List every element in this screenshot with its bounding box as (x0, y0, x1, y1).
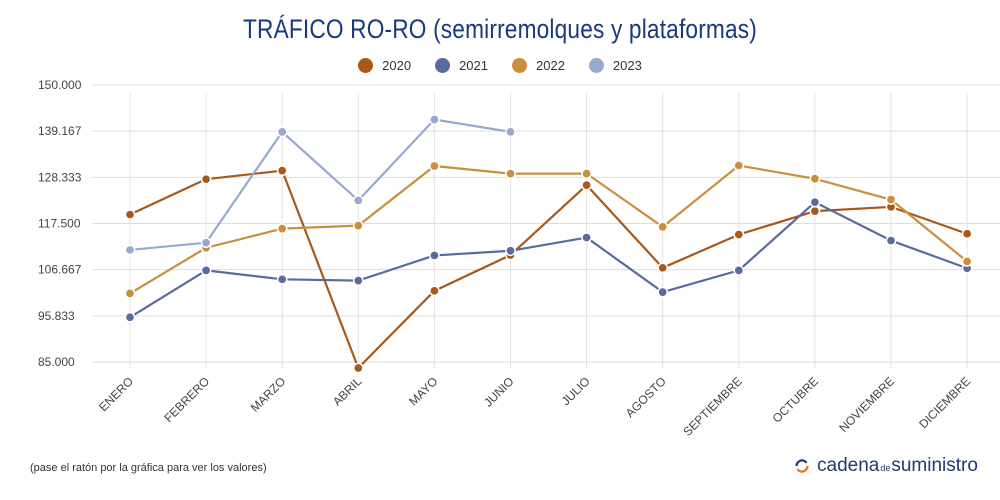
data-point-2023[interactable] (352, 195, 364, 206)
series-line-2023 (129, 118, 511, 252)
data-point-2022[interactable] (809, 173, 821, 185)
data-point-2021[interactable] (581, 232, 592, 243)
brand-text-de: de (880, 463, 891, 473)
legend-swatch-2022 (512, 58, 527, 73)
data-point-2021[interactable] (885, 235, 897, 246)
x-tick-label: ABRIL (330, 374, 365, 409)
y-tick-label: 150.000 (38, 78, 82, 92)
data-point-2021[interactable] (429, 250, 440, 261)
legend-item-2020[interactable]: 2020 (358, 58, 411, 73)
legend-label-2021: 2021 (459, 58, 488, 73)
series-line-2022 (129, 164, 968, 295)
data-point-2022[interactable] (505, 168, 516, 179)
y-tick-label: 106.667 (38, 263, 82, 277)
legend-label-2023: 2023 (612, 58, 642, 73)
x-tick-label: AGOSTO (623, 374, 669, 420)
data-point-2022[interactable] (733, 160, 745, 171)
data-point-2020[interactable] (961, 228, 973, 240)
data-point-2023[interactable] (200, 237, 212, 249)
data-point-2023[interactable] (429, 114, 440, 125)
data-point-2022[interactable] (124, 288, 136, 299)
x-tick-label: FEBRERO (161, 374, 212, 425)
data-point-2020[interactable] (352, 362, 364, 374)
y-tick-label: 85.000 (38, 355, 75, 369)
legend-item-2022[interactable]: 2022 (512, 58, 565, 73)
x-tick-label: OCTUBRE (770, 374, 821, 425)
legend-swatch-2020 (358, 58, 374, 73)
y-tick-label: 128.333 (38, 170, 82, 184)
brand-text-suministro: suministro (891, 455, 978, 476)
x-tick-label: MAYO (406, 374, 440, 408)
data-point-2020[interactable] (429, 285, 440, 297)
data-point-2020[interactable] (276, 165, 288, 177)
brand-logo: cadena de suministro (793, 455, 978, 477)
data-point-2022[interactable] (352, 220, 364, 231)
data-point-2022[interactable] (581, 168, 592, 179)
x-tick-label: JUNIO (481, 374, 516, 409)
legend-swatch-2023 (588, 58, 604, 73)
x-tick-label: MARZO (248, 374, 289, 415)
hover-hint: (pase el ratón por la gráfica para ver l… (30, 462, 267, 474)
y-tick-label: 139.167 (38, 124, 82, 138)
x-tick-label: NOVIEMBRE (836, 374, 897, 435)
series-line-2021 (129, 201, 968, 319)
y-tick-label: 95.833 (38, 309, 75, 323)
legend-label-2020: 2020 (382, 58, 412, 73)
data-point-2023[interactable] (276, 126, 288, 138)
legend-item-2023[interactable]: 2023 (588, 58, 642, 73)
data-point-2021[interactable] (276, 273, 288, 285)
data-point-2021[interactable] (809, 196, 821, 208)
data-point-2021[interactable] (200, 265, 212, 276)
x-tick-label: JULIO (559, 374, 593, 408)
chart-title: TRÁFICO RO-RO (semirremolques y platafor… (242, 14, 758, 44)
data-point-2020[interactable] (733, 229, 745, 240)
legend-item-2021[interactable]: 2021 (435, 58, 488, 73)
data-point-2020[interactable] (809, 205, 821, 217)
chart-legend: 2020 2021 2022 2023 (0, 58, 1000, 73)
series-line-2020 (129, 169, 968, 370)
refresh-arrows-icon (795, 459, 809, 473)
x-tick-label: ENERO (96, 374, 136, 414)
data-point-2021[interactable] (352, 275, 364, 286)
data-point-2021[interactable] (124, 311, 136, 323)
data-point-2022[interactable] (961, 256, 973, 267)
data-point-2022[interactable] (657, 221, 669, 233)
x-tick-label: SEPTIEMBRE (680, 374, 745, 439)
data-point-2020[interactable] (581, 179, 592, 191)
legend-label-2022: 2022 (536, 58, 565, 73)
data-point-2022[interactable] (429, 160, 440, 172)
legend-swatch-2021 (435, 58, 451, 73)
x-tick-label: DICIEMBRE (916, 374, 973, 431)
data-point-2021[interactable] (505, 245, 516, 257)
data-point-2021[interactable] (733, 265, 745, 276)
data-point-2022[interactable] (276, 223, 288, 234)
data-point-2020[interactable] (200, 173, 212, 185)
data-point-2020[interactable] (657, 262, 669, 274)
data-point-2022[interactable] (885, 194, 897, 205)
y-tick-label: 117.500 (38, 217, 81, 231)
data-point-2020[interactable] (124, 209, 136, 220)
data-point-2023[interactable] (124, 244, 136, 256)
data-point-2021[interactable] (657, 286, 669, 298)
data-point-2023[interactable] (505, 126, 516, 138)
brand-text-cadena: cadena (817, 455, 880, 476)
